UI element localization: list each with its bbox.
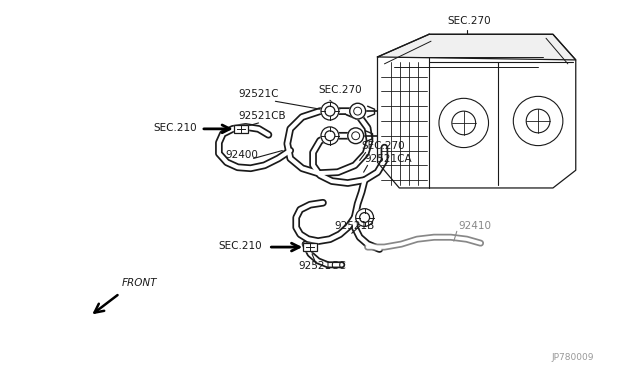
Text: SEC.270: SEC.270	[362, 141, 405, 151]
Text: 92521CA: 92521CA	[365, 154, 412, 164]
Circle shape	[349, 103, 365, 119]
Bar	[234, 125, 248, 133]
Text: JP780009: JP780009	[551, 353, 594, 362]
Text: SEC.210: SEC.210	[218, 241, 262, 251]
Text: SEC.270: SEC.270	[318, 86, 362, 95]
Circle shape	[325, 131, 335, 141]
Circle shape	[360, 212, 369, 222]
Text: SEC.270: SEC.270	[447, 16, 490, 26]
Bar	[303, 243, 317, 251]
Polygon shape	[378, 34, 576, 188]
Text: FRONT: FRONT	[122, 279, 157, 288]
Circle shape	[321, 127, 339, 145]
Text: 92521C: 92521C	[239, 89, 279, 99]
Text: 92400: 92400	[226, 150, 259, 160]
Circle shape	[325, 106, 335, 116]
Text: 92521CC: 92521CC	[298, 261, 346, 271]
Circle shape	[321, 102, 339, 120]
Circle shape	[513, 96, 563, 145]
Circle shape	[439, 98, 488, 148]
Text: 92521CB: 92521CB	[239, 111, 286, 121]
Bar	[234, 125, 248, 133]
Bar	[303, 243, 317, 251]
Text: 92521B: 92521B	[335, 221, 375, 231]
Polygon shape	[378, 34, 576, 60]
Text: SEC.210: SEC.210	[154, 123, 197, 133]
Circle shape	[356, 209, 374, 227]
Text: 92410: 92410	[459, 221, 492, 231]
Circle shape	[348, 128, 364, 144]
Circle shape	[452, 111, 476, 135]
Circle shape	[526, 109, 550, 133]
